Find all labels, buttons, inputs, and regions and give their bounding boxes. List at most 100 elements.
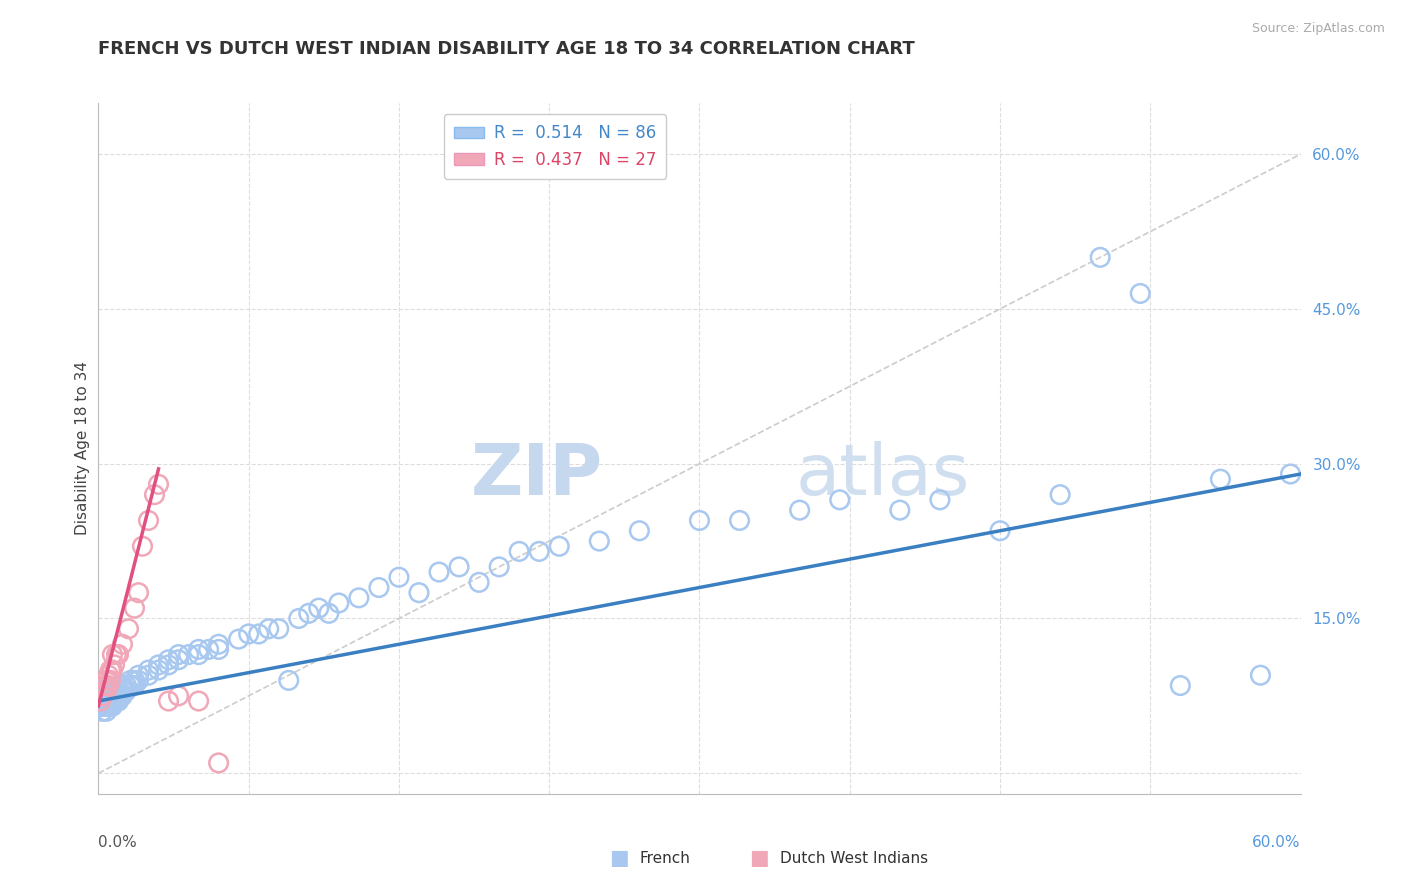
Point [238, 627, 260, 641]
Point [97, 694, 120, 708]
Point [138, 668, 160, 682]
Point [789, 503, 811, 517]
Point [100, 694, 122, 708]
Point [91, 694, 114, 708]
Point [124, 673, 146, 688]
Point [228, 632, 250, 646]
Point [105, 689, 128, 703]
Point [1049, 488, 1071, 502]
Point [1170, 679, 1192, 693]
Point [97, 699, 120, 714]
Point [298, 607, 321, 621]
Point [157, 694, 180, 708]
Point [120, 679, 142, 693]
Point [529, 544, 551, 558]
Point [97, 668, 120, 682]
Point [96, 689, 118, 703]
Point [728, 513, 751, 527]
Point [103, 683, 125, 698]
Point [347, 591, 370, 605]
Point [167, 653, 190, 667]
Point [257, 622, 280, 636]
Point [143, 488, 166, 502]
Point [208, 756, 231, 770]
Legend: R =  0.514   N = 86, R =  0.437   N = 27: R = 0.514 N = 86, R = 0.437 N = 27 [444, 114, 666, 178]
Point [187, 694, 209, 708]
Point [131, 539, 153, 553]
Point [100, 683, 122, 698]
Point [115, 683, 138, 698]
Point [96, 673, 118, 688]
Point [148, 657, 170, 672]
Text: 60.0%: 60.0% [1253, 835, 1301, 850]
Point [177, 648, 200, 662]
Point [187, 648, 209, 662]
Point [288, 611, 311, 625]
Point [89, 689, 111, 703]
Point [548, 539, 571, 553]
Point [447, 560, 470, 574]
Point [157, 657, 180, 672]
Point [488, 560, 510, 574]
Point [318, 607, 340, 621]
Point [1129, 286, 1152, 301]
Point [89, 683, 111, 698]
Point [107, 689, 129, 703]
Point [107, 683, 129, 698]
Point [96, 699, 118, 714]
Point [97, 689, 120, 703]
Point [128, 585, 150, 599]
Point [408, 585, 430, 599]
Point [588, 534, 610, 549]
Point [107, 694, 129, 708]
Point [124, 601, 146, 615]
Point [97, 679, 120, 693]
Point [689, 513, 711, 527]
Point [100, 673, 122, 688]
Point [929, 492, 952, 507]
Point [105, 648, 128, 662]
Point [96, 683, 118, 698]
Point [101, 694, 124, 708]
Point [208, 637, 231, 651]
Point [96, 694, 118, 708]
Point [148, 477, 170, 491]
Point [328, 596, 350, 610]
Point [128, 673, 150, 688]
Point [93, 683, 115, 698]
Point [111, 679, 134, 693]
Point [167, 689, 190, 703]
Point [167, 648, 190, 662]
Text: ■: ■ [609, 848, 628, 868]
Point [111, 683, 134, 698]
Point [91, 704, 114, 718]
Point [93, 683, 115, 698]
Text: FRENCH VS DUTCH WEST INDIAN DISABILITY AGE 18 TO 34 CORRELATION CHART: FRENCH VS DUTCH WEST INDIAN DISABILITY A… [98, 40, 915, 58]
Point [101, 683, 124, 698]
Text: French: French [640, 851, 690, 865]
Point [89, 699, 111, 714]
Point [93, 689, 115, 703]
Point [368, 581, 391, 595]
Point [208, 642, 231, 657]
Text: ■: ■ [749, 848, 769, 868]
Point [101, 648, 124, 662]
Point [197, 642, 219, 657]
Point [388, 570, 411, 584]
Point [93, 679, 115, 693]
Point [111, 637, 134, 651]
Point [100, 699, 122, 714]
Point [93, 699, 115, 714]
Point [120, 673, 142, 688]
Point [1279, 467, 1302, 481]
Point [100, 689, 122, 703]
Point [1250, 668, 1272, 682]
Point [988, 524, 1011, 538]
Point [138, 663, 160, 677]
Point [138, 513, 160, 527]
Point [148, 663, 170, 677]
Point [91, 699, 114, 714]
Point [103, 694, 125, 708]
Point [89, 694, 111, 708]
Point [1088, 251, 1111, 265]
